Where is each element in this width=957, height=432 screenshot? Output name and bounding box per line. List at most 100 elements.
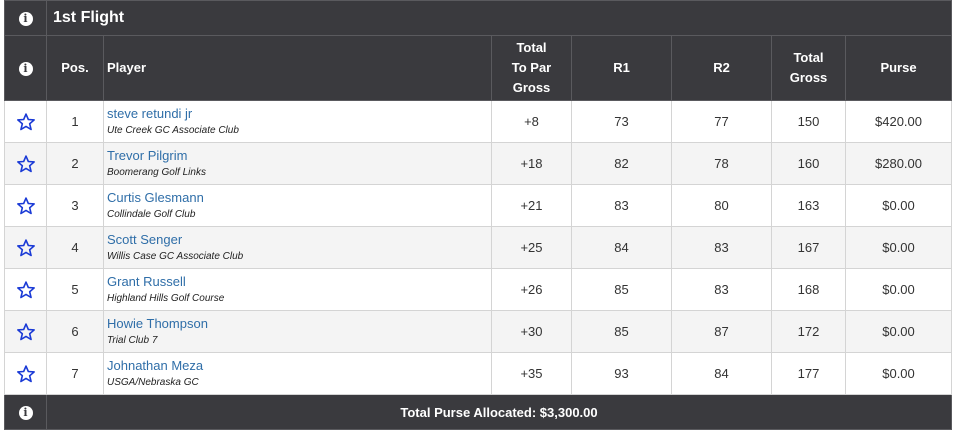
col-header-to-par[interactable]: Total To Par Gross <box>491 35 572 101</box>
col-header-player[interactable]: Player <box>103 35 492 101</box>
player-club: Highland Hills Golf Course <box>107 293 225 304</box>
col-header-to-par-line3: Gross <box>512 80 551 95</box>
info-icon[interactable]: i <box>18 62 33 76</box>
col-header-total-gross[interactable]: Total Gross <box>771 35 846 101</box>
player-club: Boomerang Golf Links <box>107 167 206 178</box>
pos-cell: 1 <box>46 100 104 143</box>
player-name-link[interactable]: Grant Russell <box>107 274 186 289</box>
player-cell: Trevor Pilgrim Boomerang Golf Links <box>103 142 492 185</box>
favorite-cell[interactable] <box>4 142 47 185</box>
info-icon[interactable]: i <box>18 406 33 420</box>
player-name-link[interactable]: Johnathan Meza <box>107 358 204 373</box>
player-cell: steve retundi jr Ute Creek GC Associate C… <box>103 100 492 143</box>
r1-cell: 82 <box>571 142 672 185</box>
r1-cell: 93 <box>571 352 672 395</box>
player-cell: Johnathan Meza USGA/Nebraska GC <box>103 352 492 395</box>
total-gross-cell: 168 <box>771 268 846 311</box>
favorite-cell[interactable] <box>4 310 47 353</box>
total-gross-cell: 163 <box>771 184 846 227</box>
r1-cell: 83 <box>571 184 672 227</box>
flight-title-row: i 1st Flight <box>4 0 953 36</box>
col-header-purse[interactable]: Purse <box>844 35 953 101</box>
favorite-cell[interactable] <box>4 268 47 311</box>
favorite-cell[interactable] <box>4 226 47 269</box>
r2-cell: 78 <box>671 142 772 185</box>
pos-cell: 5 <box>46 268 104 311</box>
r1-cell: 73 <box>571 100 672 143</box>
favorite-cell[interactable] <box>4 184 47 227</box>
player-name-link[interactable]: steve retundi jr <box>107 106 193 121</box>
to-par-cell: +35 <box>491 352 572 395</box>
footer-info-cell[interactable]: i <box>4 394 47 430</box>
star-outline-icon[interactable] <box>16 238 36 258</box>
results-table: i 1st Flight i Pos. Player Total To Par Gr… <box>4 0 953 430</box>
col-header-total-gross-line2: Gross <box>789 70 828 85</box>
r1-cell: 85 <box>571 268 672 311</box>
purse-cell: $0.00 <box>844 268 953 311</box>
table-row: 7 Johnathan Meza USGA/Nebraska GC +35 93 84 17… <box>4 352 953 395</box>
col-header-pos[interactable]: Pos. <box>46 35 104 101</box>
to-par-cell: +26 <box>491 268 572 311</box>
purse-cell: $0.00 <box>844 310 953 353</box>
total-purse: Total Purse Allocated: $3,300.00 <box>45 394 953 430</box>
star-outline-icon[interactable] <box>16 280 36 300</box>
info-icon[interactable]: i <box>18 12 33 26</box>
star-outline-icon[interactable] <box>16 364 36 384</box>
player-cell: Grant Russell Highland Hills Golf Course <box>103 268 492 311</box>
to-par-cell: +18 <box>491 142 572 185</box>
to-par-cell: +30 <box>491 310 572 353</box>
flight-title: 1st Flight <box>45 0 953 36</box>
player-cell: Curtis Glesmann Collindale Golf Club <box>103 184 492 227</box>
purse-cell: $420.00 <box>844 100 953 143</box>
r1-cell: 84 <box>571 226 672 269</box>
purse-cell: $0.00 <box>844 184 953 227</box>
player-club: Ute Creek GC Associate Club <box>107 125 239 136</box>
col-header-to-par-line2: To Par <box>511 60 552 75</box>
table-row: 6 Howie Thompson Trial Club 7 +30 85 87 172 $0.… <box>4 310 953 353</box>
table-row: 2 Trevor Pilgrim Boomerang Golf Links +18 82… <box>4 142 953 185</box>
player-club: USGA/Nebraska GC <box>107 377 199 388</box>
star-outline-icon[interactable] <box>16 196 36 216</box>
r1-cell: 85 <box>571 310 672 353</box>
favorite-cell[interactable] <box>4 352 47 395</box>
col-header-r2[interactable]: R2 <box>671 35 772 101</box>
player-name-link[interactable]: Trevor Pilgrim <box>107 148 188 163</box>
table-row: 4 Scott Senger Willis Case GC Associate Cl… <box>4 226 953 269</box>
table-row: 1 steve retundi jr Ute Creek GC Associate … <box>4 100 953 143</box>
purse-cell: $280.00 <box>844 142 953 185</box>
star-outline-icon[interactable] <box>16 154 36 174</box>
r2-cell: 77 <box>671 100 772 143</box>
total-gross-cell: 160 <box>771 142 846 185</box>
r2-cell: 83 <box>671 268 772 311</box>
r2-cell: 83 <box>671 226 772 269</box>
player-club: Trial Club 7 <box>107 335 158 346</box>
col-header-total-gross-line1: Total <box>793 50 824 65</box>
header-info-cell[interactable]: i <box>4 35 47 101</box>
player-name-link[interactable]: Curtis Glesmann <box>107 190 204 205</box>
star-outline-icon[interactable] <box>16 322 36 342</box>
pos-cell: 6 <box>46 310 104 353</box>
total-gross-cell: 177 <box>771 352 846 395</box>
total-gross-cell: 167 <box>771 226 846 269</box>
favorite-cell[interactable] <box>4 100 47 143</box>
player-name-link[interactable]: Howie Thompson <box>107 316 208 331</box>
to-par-cell: +25 <box>491 226 572 269</box>
leaderboard: i 1st Flight i Pos. Player Total To Par Gr… <box>4 0 953 430</box>
star-outline-icon[interactable] <box>16 112 36 132</box>
player-cell: Howie Thompson Trial Club 7 <box>103 310 492 353</box>
purse-cell: $0.00 <box>844 226 953 269</box>
r2-cell: 87 <box>671 310 772 353</box>
col-header-r1[interactable]: R1 <box>571 35 672 101</box>
player-rows: 1 steve retundi jr Ute Creek GC Associate … <box>4 100 953 395</box>
r2-cell: 84 <box>671 352 772 395</box>
column-header-row: i Pos. Player Total To Par Gross R1 R2 Tot… <box>4 35 953 101</box>
footer-row: i Total Purse Allocated: $3,300.00 <box>4 394 953 430</box>
to-par-cell: +8 <box>491 100 572 143</box>
col-header-to-par-line1: Total <box>516 40 547 55</box>
table-row: 3 Curtis Glesmann Collindale Golf Club +21 8… <box>4 184 953 227</box>
player-cell: Scott Senger Willis Case GC Associate Clu… <box>103 226 492 269</box>
r2-cell: 80 <box>671 184 772 227</box>
pos-cell: 4 <box>46 226 104 269</box>
player-name-link[interactable]: Scott Senger <box>107 232 183 247</box>
flight-info-cell[interactable]: i <box>4 0 47 36</box>
